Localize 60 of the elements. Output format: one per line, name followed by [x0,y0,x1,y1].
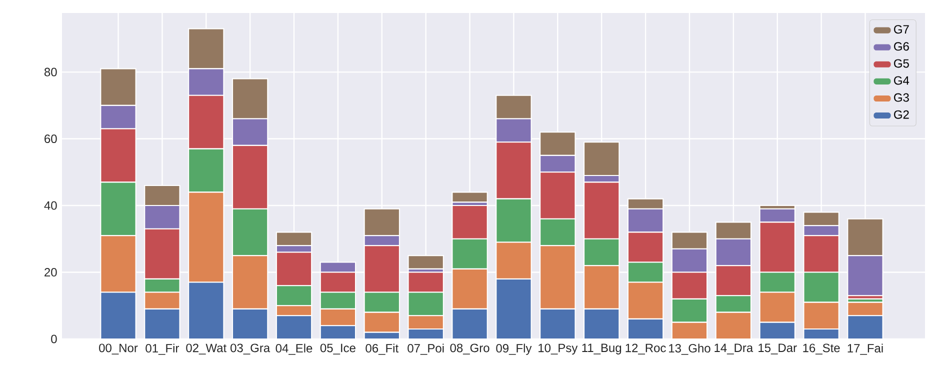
bar [584,308,620,339]
legend-label: G5 [894,59,909,68]
x-tick-label: 06_Fit [366,344,398,355]
bar [320,326,356,339]
x-tick-label: 09_Fly [496,344,532,355]
bar [144,292,180,310]
x-tick-label: 05_Ice [320,344,356,354]
bar [364,312,400,333]
y-tick-label: 40 [44,201,57,210]
bar [100,292,136,339]
bar [276,316,312,339]
x-tick-label: 10_Psy [538,344,578,355]
legend-label: G3 [894,93,909,102]
x-tick-label: 04_Ele [276,344,312,355]
bar [496,242,532,280]
legend-label: G6 [894,42,909,51]
bar [716,312,751,339]
bar [847,315,884,339]
x-tick-label: 08_Gro [450,344,490,354]
bar [760,322,795,339]
bar [144,308,180,339]
bar [583,265,620,310]
bar [232,255,268,310]
bar [540,308,576,339]
y-tick-label: 60 [44,134,57,144]
bar [188,192,224,283]
x-tick-label: 02_Wat [186,344,226,354]
bar [803,302,840,330]
bar [672,322,708,339]
legend-label: G2 [894,110,909,119]
legend-label: G4 [894,76,910,85]
bar [628,318,664,339]
bar [452,268,488,310]
x-tick-label: 11_Bug [582,344,622,354]
x-tick-label: 12_Roc [626,344,666,354]
bar [759,292,796,323]
legend-label: G7 [894,25,909,34]
y-tick-label: 20 [44,268,57,277]
bar [100,235,136,293]
x-tick-label: 03_Gra [230,344,270,354]
x-tick-label: 17_Fai [848,344,883,355]
bar [496,278,532,339]
bar [540,245,576,310]
y-tick-label: 0 [51,334,57,344]
x-tick-label: 00_Nor [99,344,138,354]
bar [320,308,356,326]
x-tick-label: 15_Dar [758,344,797,354]
x-tick-label: 01_Fir [146,344,180,355]
bar [408,315,444,330]
x-tick-label: 07_Poi [408,344,444,355]
x-tick-label: 13_Gho [669,344,710,355]
bar [627,282,664,320]
x-tick-label: 14_Dra [714,344,754,354]
y-tick-label: 80 [44,68,57,76]
bar [408,255,444,270]
x-tick-label: 16_Ste [803,344,840,354]
bar [188,282,224,339]
bar [232,308,268,339]
bar [452,192,488,203]
bar [452,308,488,339]
